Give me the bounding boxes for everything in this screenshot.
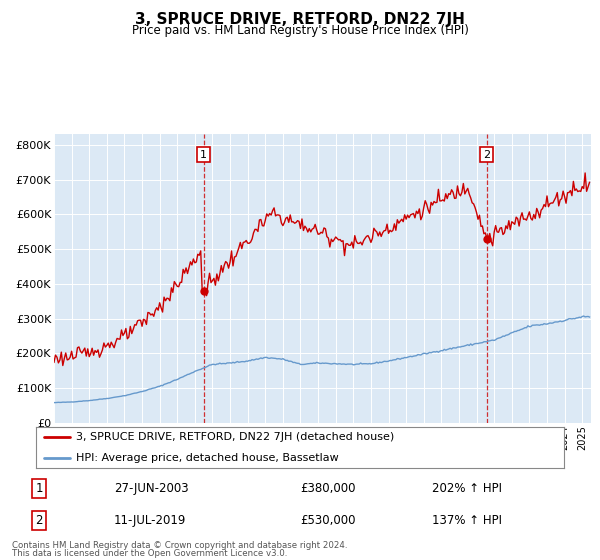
Text: £380,000: £380,000 [300,482,355,496]
Text: 11-JUL-2019: 11-JUL-2019 [114,514,187,528]
Text: £530,000: £530,000 [300,514,355,528]
Text: 2: 2 [483,150,490,160]
Text: 1: 1 [35,482,43,496]
Text: Contains HM Land Registry data © Crown copyright and database right 2024.: Contains HM Land Registry data © Crown c… [12,541,347,550]
Text: This data is licensed under the Open Government Licence v3.0.: This data is licensed under the Open Gov… [12,549,287,558]
Text: 2: 2 [35,514,43,528]
Text: 137% ↑ HPI: 137% ↑ HPI [432,514,502,528]
Text: 1: 1 [200,150,207,160]
Text: 3, SPRUCE DRIVE, RETFORD, DN22 7JH (detached house): 3, SPRUCE DRIVE, RETFORD, DN22 7JH (deta… [76,432,394,442]
Text: 27-JUN-2003: 27-JUN-2003 [114,482,188,496]
Text: 3, SPRUCE DRIVE, RETFORD, DN22 7JH: 3, SPRUCE DRIVE, RETFORD, DN22 7JH [135,12,465,27]
Text: HPI: Average price, detached house, Bassetlaw: HPI: Average price, detached house, Bass… [76,452,338,463]
Text: Price paid vs. HM Land Registry's House Price Index (HPI): Price paid vs. HM Land Registry's House … [131,24,469,37]
Text: 202% ↑ HPI: 202% ↑ HPI [432,482,502,496]
